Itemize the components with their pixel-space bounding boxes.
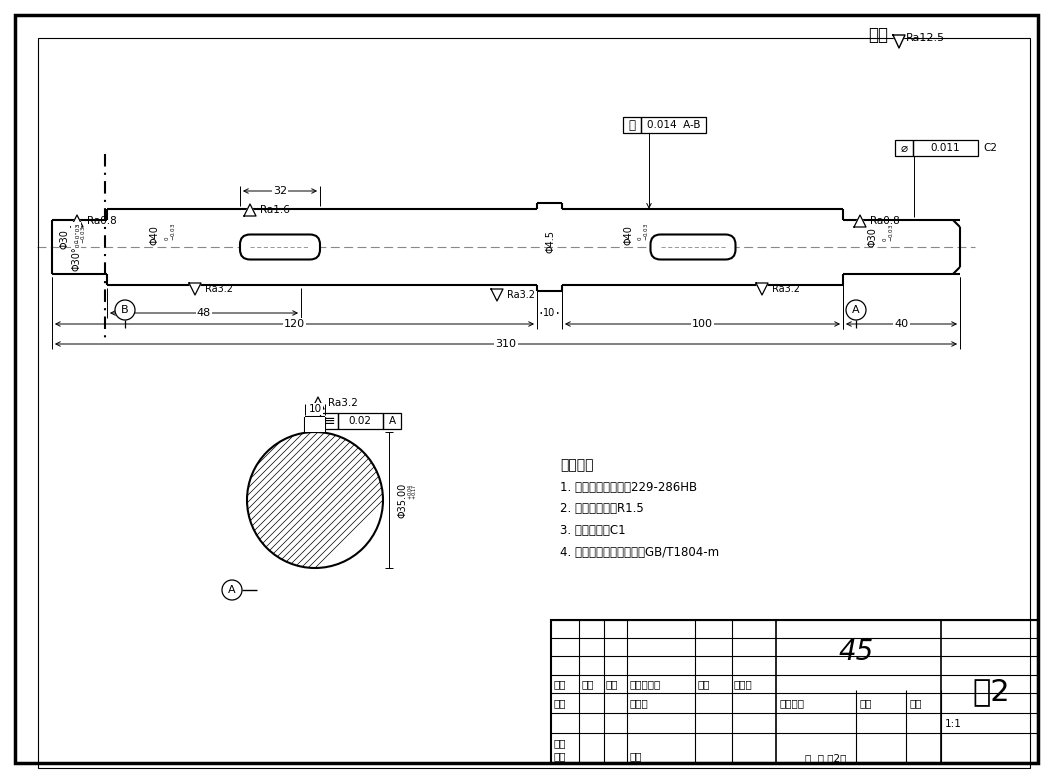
Bar: [338, 413, 383, 429]
Text: 10: 10: [309, 404, 321, 414]
Text: 分区: 分区: [605, 679, 618, 689]
Text: $\mathregular{^{0}_{-0.03}}$: $\mathregular{^{0}_{-0.03}}$: [636, 223, 651, 241]
Text: 120: 120: [284, 319, 305, 329]
Text: Ra0.8: Ra0.8: [870, 216, 899, 226]
Text: 0.02: 0.02: [349, 416, 372, 426]
Text: Ra1.6: Ra1.6: [260, 205, 290, 215]
FancyBboxPatch shape: [240, 234, 320, 260]
Circle shape: [222, 580, 242, 600]
Text: 1. 调质处理后硬度为229-286HB: 1. 调质处理后硬度为229-286HB: [560, 481, 697, 493]
Text: 10: 10: [543, 308, 556, 318]
Text: 100: 100: [692, 319, 713, 329]
Text: 2. 全部侧圆角为R1.5: 2. 全部侧圆角为R1.5: [560, 503, 643, 516]
Text: 48: 48: [197, 308, 211, 318]
Text: 设计: 设计: [553, 698, 565, 708]
Text: 其余: 其余: [868, 26, 888, 44]
Text: 重量: 重量: [860, 698, 873, 708]
Text: Ra0.8: Ra0.8: [87, 216, 117, 226]
Text: Ra12.5: Ra12.5: [906, 33, 946, 43]
Polygon shape: [188, 283, 201, 295]
Text: ≡: ≡: [323, 414, 335, 428]
Text: 轴2: 轴2: [972, 678, 1010, 706]
Text: 批准: 批准: [629, 751, 641, 761]
Text: $\mathregular{^{+0.04}_{+0.17}}$: $\mathregular{^{+0.04}_{+0.17}}$: [408, 484, 420, 500]
Text: Φ35.00: Φ35.00: [397, 482, 408, 517]
Bar: [641, 117, 706, 133]
Bar: [383, 413, 401, 429]
Text: $\mathregular{^{0}_{-0.03}}$: $\mathregular{^{0}_{-0.03}}$: [881, 224, 896, 242]
Bar: [623, 117, 641, 133]
Circle shape: [247, 432, 383, 568]
Text: B: B: [121, 305, 128, 315]
Text: 40: 40: [894, 319, 909, 329]
Text: 工艺: 工艺: [553, 751, 565, 761]
Text: Ra3.2: Ra3.2: [506, 290, 535, 300]
Text: Φ30: Φ30: [60, 229, 69, 249]
Bar: [551, 620, 1038, 763]
Text: 1:1: 1:1: [945, 719, 961, 729]
Bar: [895, 140, 913, 156]
Text: 310: 310: [496, 339, 517, 349]
Circle shape: [115, 300, 135, 320]
Text: 更改文件号: 更改文件号: [629, 679, 660, 689]
Text: Φ4.5: Φ4.5: [545, 230, 555, 253]
Text: A: A: [229, 585, 236, 595]
Text: 0.014  A-B: 0.014 A-B: [647, 120, 700, 130]
Polygon shape: [244, 204, 256, 216]
Text: 阶段标记: 阶段标记: [780, 698, 804, 708]
Text: Φ30: Φ30: [868, 227, 878, 247]
Text: $\mathregular{^{0}_{-0.03}}$: $\mathregular{^{0}_{-0.03}}$: [73, 226, 87, 244]
Text: 45: 45: [838, 638, 874, 666]
Text: 32: 32: [273, 186, 287, 196]
Polygon shape: [854, 215, 866, 227]
Text: 3. 未注倒角为C1: 3. 未注倒角为C1: [560, 524, 625, 538]
Text: Ra3.2: Ra3.2: [327, 398, 358, 408]
Polygon shape: [756, 283, 768, 295]
Bar: [913, 140, 978, 156]
Text: 签名: 签名: [697, 679, 710, 689]
Text: A: A: [852, 305, 860, 315]
Text: A: A: [389, 416, 396, 426]
Text: Φ40: Φ40: [150, 225, 160, 245]
Text: Φ30°₀₋₀⋅₀₃: Φ30°₀₋₀⋅₀₃: [71, 223, 81, 272]
Text: 标记: 标记: [553, 679, 565, 689]
Text: ⌀: ⌀: [900, 142, 908, 155]
Polygon shape: [71, 215, 83, 227]
Text: 处数: 处数: [581, 679, 594, 689]
Polygon shape: [491, 289, 503, 301]
Bar: [320, 413, 338, 429]
Text: 标准化: 标准化: [629, 698, 648, 708]
Text: $\mathregular{^{0}_{-0.03}}$: $\mathregular{^{0}_{-0.03}}$: [163, 223, 178, 241]
Text: Φ40: Φ40: [623, 225, 633, 245]
Polygon shape: [893, 35, 905, 48]
Bar: [305, 417, 325, 432]
Circle shape: [846, 300, 866, 320]
Text: 年月日: 年月日: [734, 679, 753, 689]
Text: 比例: 比例: [910, 698, 922, 708]
Text: Ra3.2: Ra3.2: [772, 284, 800, 294]
Text: ⌯: ⌯: [629, 118, 636, 131]
Text: C2: C2: [984, 143, 997, 153]
Text: 共  张 第2张: 共 张 第2张: [806, 753, 847, 763]
Text: 4. 未注尺寸公差按等级为GB/T1804-m: 4. 未注尺寸公差按等级为GB/T1804-m: [560, 546, 719, 559]
FancyBboxPatch shape: [651, 234, 735, 260]
Text: Ra3.2: Ra3.2: [205, 284, 233, 294]
Text: 技术要求: 技术要求: [560, 458, 594, 472]
Text: 0.011: 0.011: [931, 143, 960, 153]
Text: 审核: 审核: [553, 738, 565, 748]
Polygon shape: [312, 397, 324, 409]
